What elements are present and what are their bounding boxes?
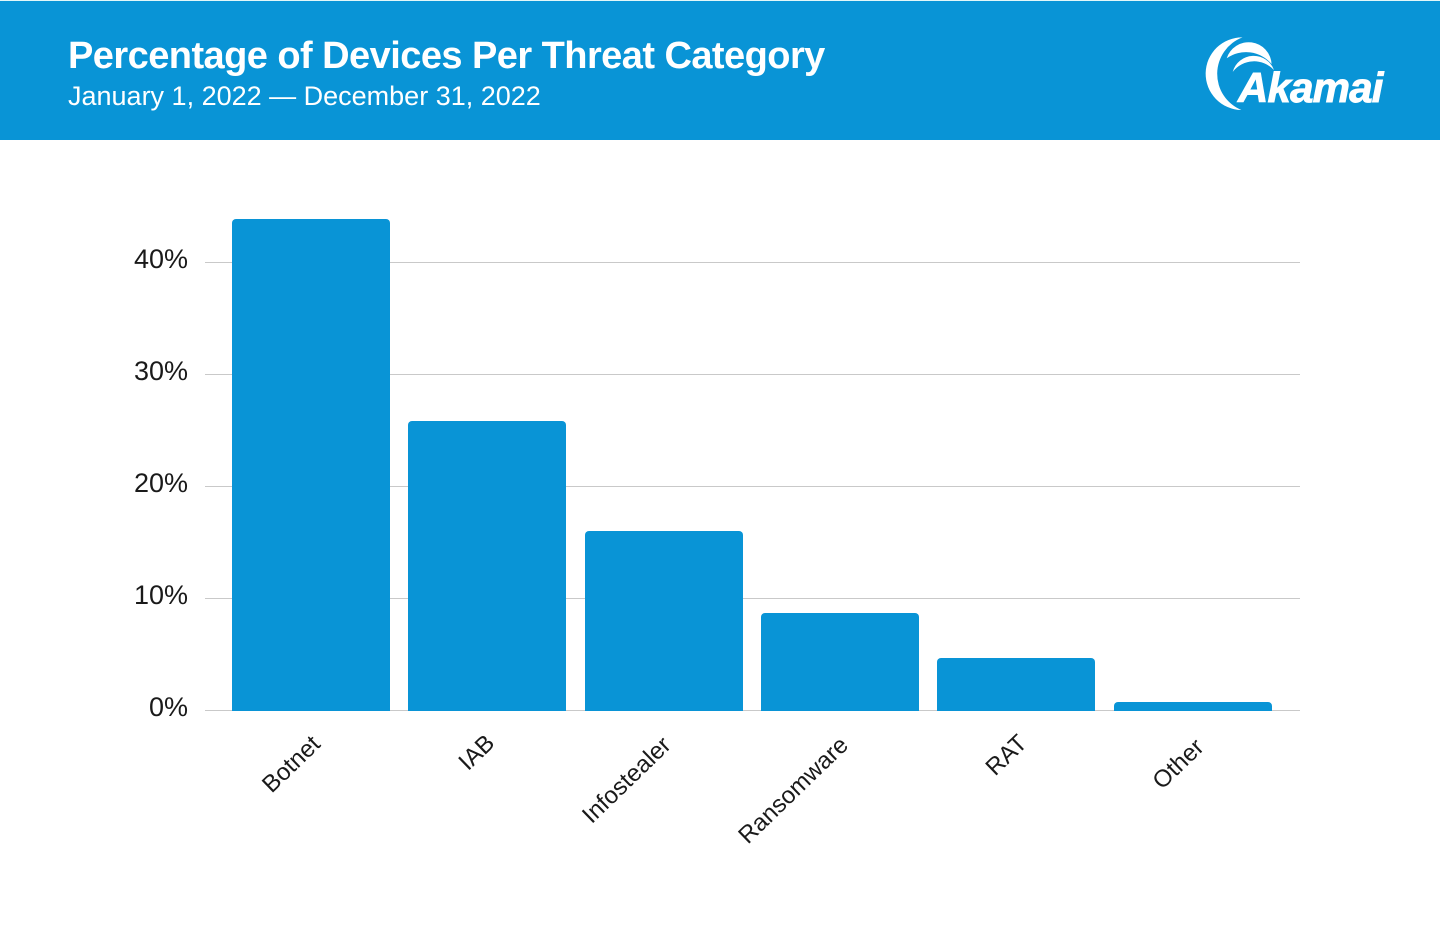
svg-text:Akamai: Akamai [1237, 64, 1385, 111]
